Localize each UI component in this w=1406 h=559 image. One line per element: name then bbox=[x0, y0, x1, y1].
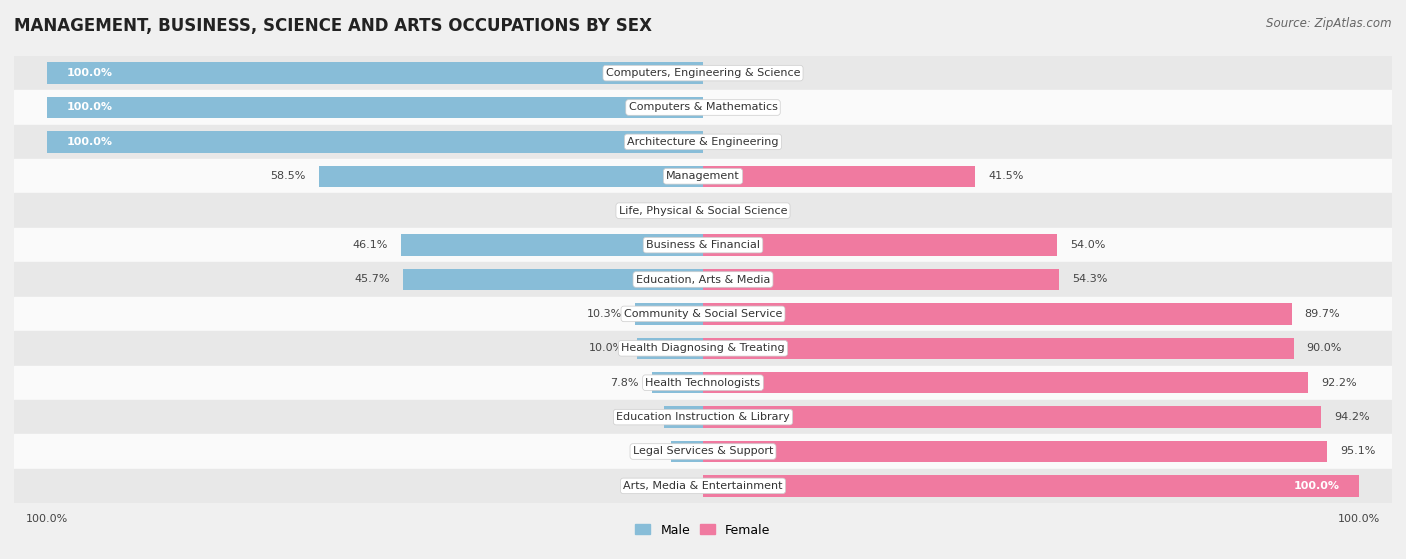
Text: Life, Physical & Social Science: Life, Physical & Social Science bbox=[619, 206, 787, 216]
Bar bbox=[14, 400, 1392, 434]
Bar bbox=[703, 338, 1294, 359]
Text: Health Technologists: Health Technologists bbox=[645, 378, 761, 388]
Text: Education, Arts & Media: Education, Arts & Media bbox=[636, 274, 770, 285]
Bar bbox=[703, 372, 1308, 394]
Text: 41.5%: 41.5% bbox=[988, 171, 1024, 181]
Text: 7.8%: 7.8% bbox=[610, 378, 638, 388]
Text: Education Instruction & Library: Education Instruction & Library bbox=[616, 412, 790, 422]
Text: 10.3%: 10.3% bbox=[588, 309, 623, 319]
Text: 89.7%: 89.7% bbox=[1305, 309, 1340, 319]
Bar bbox=[46, 131, 703, 153]
Text: Arts, Media & Entertainment: Arts, Media & Entertainment bbox=[623, 481, 783, 491]
Bar bbox=[14, 366, 1392, 400]
Bar bbox=[703, 475, 1360, 496]
Text: 10.0%: 10.0% bbox=[589, 343, 624, 353]
Bar bbox=[671, 441, 703, 462]
Bar bbox=[14, 228, 1392, 262]
Text: Computers, Engineering & Science: Computers, Engineering & Science bbox=[606, 68, 800, 78]
Bar bbox=[401, 234, 703, 256]
Text: 0.0%: 0.0% bbox=[662, 481, 690, 491]
Text: 54.0%: 54.0% bbox=[1070, 240, 1105, 250]
Text: Computers & Mathematics: Computers & Mathematics bbox=[628, 102, 778, 112]
Text: 45.7%: 45.7% bbox=[354, 274, 389, 285]
Bar bbox=[14, 91, 1392, 125]
Text: 90.0%: 90.0% bbox=[1306, 343, 1341, 353]
Text: 46.1%: 46.1% bbox=[352, 240, 388, 250]
Text: MANAGEMENT, BUSINESS, SCIENCE AND ARTS OCCUPATIONS BY SEX: MANAGEMENT, BUSINESS, SCIENCE AND ARTS O… bbox=[14, 17, 652, 35]
Text: 100.0%: 100.0% bbox=[66, 102, 112, 112]
Text: Source: ZipAtlas.com: Source: ZipAtlas.com bbox=[1267, 17, 1392, 30]
Bar bbox=[14, 297, 1392, 331]
Bar bbox=[703, 441, 1327, 462]
Bar bbox=[703, 406, 1322, 428]
Text: Legal Services & Support: Legal Services & Support bbox=[633, 447, 773, 457]
Text: Business & Financial: Business & Financial bbox=[645, 240, 761, 250]
Text: Management: Management bbox=[666, 171, 740, 181]
Text: 4.9%: 4.9% bbox=[630, 447, 658, 457]
Bar bbox=[664, 406, 703, 428]
Bar bbox=[636, 303, 703, 325]
Text: 0.0%: 0.0% bbox=[716, 137, 744, 147]
Text: Architecture & Engineering: Architecture & Engineering bbox=[627, 137, 779, 147]
Text: 58.5%: 58.5% bbox=[271, 171, 307, 181]
Bar bbox=[14, 159, 1392, 193]
Bar bbox=[14, 262, 1392, 297]
Bar bbox=[319, 165, 703, 187]
Text: 0.0%: 0.0% bbox=[716, 68, 744, 78]
Bar bbox=[14, 125, 1392, 159]
Bar bbox=[703, 303, 1292, 325]
Text: 92.2%: 92.2% bbox=[1322, 378, 1357, 388]
Bar bbox=[703, 269, 1059, 290]
Text: 0.0%: 0.0% bbox=[716, 206, 744, 216]
Bar bbox=[46, 63, 703, 84]
Bar bbox=[14, 56, 1392, 91]
Text: 54.3%: 54.3% bbox=[1073, 274, 1108, 285]
Text: 0.0%: 0.0% bbox=[662, 206, 690, 216]
Bar bbox=[652, 372, 703, 394]
Bar bbox=[14, 434, 1392, 468]
Text: 5.9%: 5.9% bbox=[623, 412, 651, 422]
Text: 100.0%: 100.0% bbox=[66, 68, 112, 78]
Bar bbox=[14, 331, 1392, 366]
Text: 94.2%: 94.2% bbox=[1334, 412, 1369, 422]
Bar bbox=[637, 338, 703, 359]
Text: 0.0%: 0.0% bbox=[716, 102, 744, 112]
Text: Community & Social Service: Community & Social Service bbox=[624, 309, 782, 319]
Text: 100.0%: 100.0% bbox=[1294, 481, 1340, 491]
Bar bbox=[703, 234, 1057, 256]
Bar bbox=[46, 97, 703, 118]
Bar bbox=[14, 468, 1392, 503]
Text: 100.0%: 100.0% bbox=[66, 137, 112, 147]
Text: 95.1%: 95.1% bbox=[1340, 447, 1375, 457]
Bar bbox=[14, 193, 1392, 228]
Bar bbox=[404, 269, 703, 290]
Text: Health Diagnosing & Treating: Health Diagnosing & Treating bbox=[621, 343, 785, 353]
Bar bbox=[703, 165, 976, 187]
Legend: Male, Female: Male, Female bbox=[630, 519, 776, 542]
